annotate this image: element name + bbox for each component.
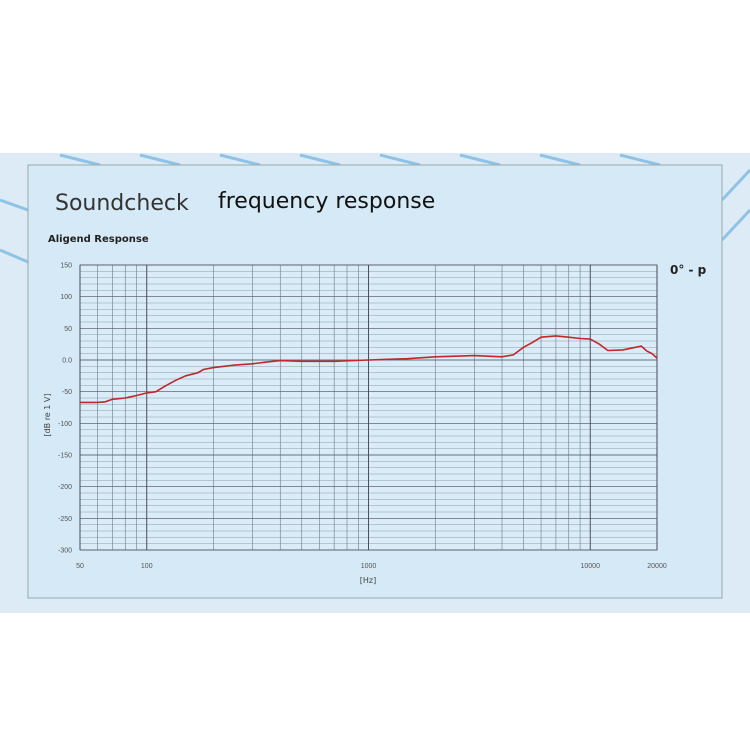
y-tick-label: 150 bbox=[60, 263, 72, 270]
y-tick-label: -100 bbox=[58, 421, 72, 428]
chart-title: Soundcheck bbox=[55, 191, 189, 216]
y-tick-label: 50 bbox=[64, 326, 72, 333]
x-tick-label: 1000 bbox=[361, 563, 377, 570]
x-axis-label: [Hz] bbox=[360, 576, 376, 585]
y-tick-label: -200 bbox=[58, 484, 72, 491]
x-tick-label: 100 bbox=[141, 563, 153, 570]
decor-stripes bbox=[0, 153, 750, 264]
y-tick-label: 100 bbox=[60, 294, 72, 301]
x-tick-label: 50 bbox=[76, 563, 84, 570]
y-tick-label: 0.0 bbox=[62, 358, 72, 365]
x-tick-label: 10000 bbox=[581, 563, 601, 570]
y-tick-label: -300 bbox=[58, 548, 72, 555]
y-tick-label: -250 bbox=[58, 516, 72, 523]
series-line bbox=[80, 335, 658, 404]
chart-subtitle: frequency response bbox=[218, 189, 435, 214]
x-tick-label: 20000 bbox=[647, 563, 667, 570]
legend-entry: 0° - p bbox=[670, 263, 707, 277]
y-tick-label: -150 bbox=[58, 453, 72, 460]
chart-label: Aligend Response bbox=[48, 234, 149, 245]
y-tick-label: -50 bbox=[62, 389, 72, 396]
y-axis-label: [dB re 1 V] bbox=[43, 393, 52, 436]
